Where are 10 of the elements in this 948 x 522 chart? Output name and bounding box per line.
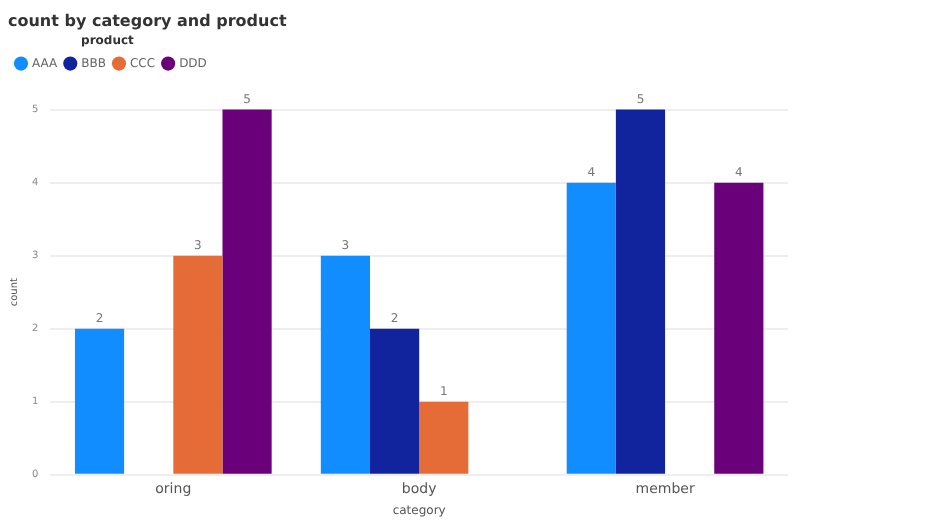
bar [370,328,420,474]
chart-title: count by category and product [8,11,287,30]
bar [419,401,469,474]
bar [320,255,371,474]
bar [74,328,125,474]
bar [173,255,223,474]
bar [222,109,272,474]
bar [566,182,616,474]
bar [714,182,764,474]
bar [615,109,666,474]
